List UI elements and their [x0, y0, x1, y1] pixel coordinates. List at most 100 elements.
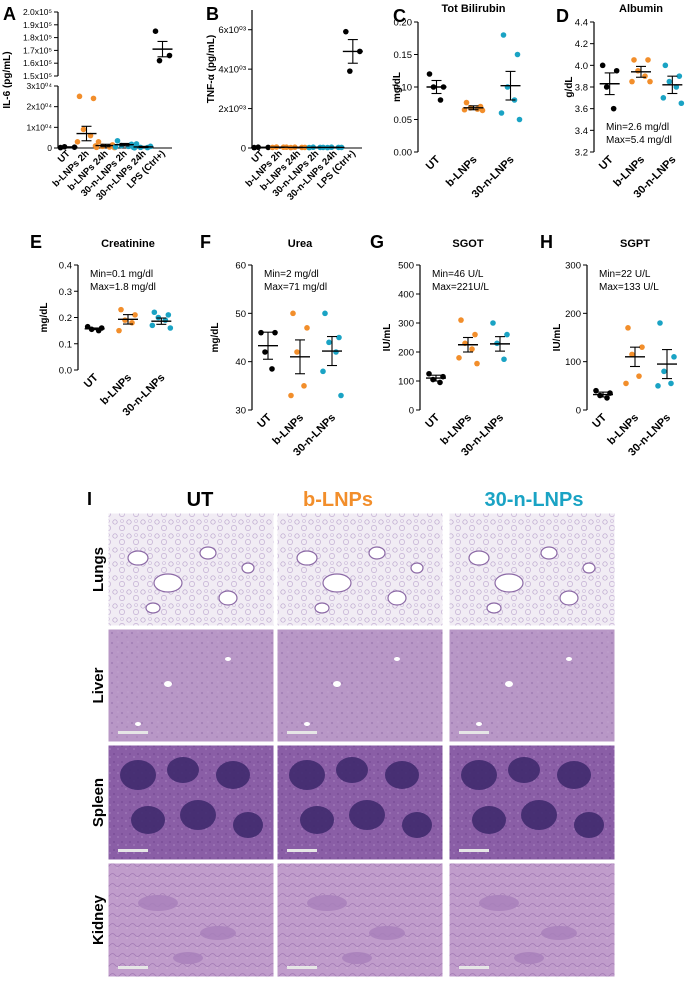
white-pulp-follicle [336, 757, 368, 783]
group-point [129, 319, 135, 326]
vessel-lumen [476, 722, 482, 726]
vessel-lumen [304, 722, 310, 726]
row-label: Kidney [90, 894, 107, 945]
charts-layer: C Tot Bilirubinmg/dL0.000.050.100.150.20U… [2, 3, 685, 459]
group-point [500, 32, 507, 38]
histology-image [448, 628, 616, 743]
group-point [90, 95, 97, 102]
y-tick-label: 300 [565, 261, 581, 272]
tubule-region [369, 926, 405, 940]
y-tick-label: 100 [565, 357, 581, 368]
airway-lumen [218, 590, 238, 606]
y-tick-label: 2.0x10⁵ [23, 7, 52, 17]
range-annotation: Max=221U/L [432, 282, 489, 293]
group-point [304, 325, 310, 331]
scale-bar [118, 849, 148, 852]
group-point [514, 51, 521, 58]
histology-layer: I UT b-LNPs 30-n-LNPs Lungs Liver Spleen Kidney [87, 489, 616, 978]
group-point [631, 57, 637, 63]
group-point [673, 84, 680, 90]
group-point [472, 331, 478, 338]
y-tick-label: 0.15 [394, 50, 413, 61]
group-point [80, 126, 87, 133]
chart-title: Tot Bilirubin [442, 3, 506, 15]
group-point [426, 370, 432, 377]
scale-bar [459, 966, 489, 969]
tubule-region [479, 895, 519, 911]
chart-title: SGOT [452, 238, 483, 250]
y-tick-label: 1.8x10⁵ [23, 33, 52, 43]
y-axis-label: TNF-α (pg/mL) [206, 35, 217, 103]
airway-lumen [486, 602, 502, 614]
group-point [149, 322, 156, 329]
group-point [610, 105, 617, 112]
group-point [294, 349, 300, 355]
group-point [116, 327, 122, 334]
group-point [258, 329, 264, 336]
y-axis-label: mg/dL [392, 72, 403, 102]
group-point [112, 144, 119, 150]
y-tick-label: 1.7x10⁵ [23, 45, 52, 55]
tubule-region [307, 895, 347, 911]
group-point [671, 354, 677, 360]
airway-lumen [468, 550, 490, 566]
y-tick-label: 30 [235, 406, 246, 417]
row-label: Liver [90, 667, 107, 703]
airway-lumen [540, 546, 558, 560]
y-tick-label: 200 [398, 348, 414, 359]
scale-bar [287, 849, 317, 852]
group-point [326, 339, 332, 346]
group-point [426, 71, 433, 77]
panel-letter-d: D [556, 6, 569, 26]
airway-lumen [314, 602, 330, 614]
range-annotation: Max=5.4 mg/dl [606, 135, 672, 146]
tubule-region [200, 926, 236, 940]
range-annotation: Min=22 U/L [599, 269, 651, 280]
group-point [668, 380, 674, 387]
chart-C: C Tot Bilirubin mg/dL 0.00 0.05 0.10 0.15 0.20 U… [392, 3, 523, 201]
y-tick-label: 0.3 [59, 287, 72, 298]
y-tick-label: 3.4 [575, 126, 588, 137]
chart-E: E Creatinine mg/dL 0.0 0.1 0.2 0.3 0.4 Min=0.1 m… [30, 232, 174, 419]
y-tick-label: 1x10⁰⁴ [27, 122, 53, 132]
group-point [333, 349, 339, 355]
group-point [479, 107, 486, 114]
group-point [599, 62, 606, 69]
group-point [114, 137, 121, 144]
panel-letter-g: G [370, 232, 384, 252]
column-header: b-LNPs [303, 489, 373, 511]
group-point [604, 395, 610, 401]
y-axis-label: IL-6 (pg/mL) [2, 51, 13, 108]
x-tick-label: b-LNPs [444, 154, 480, 190]
white-pulp-follicle [574, 812, 604, 838]
group-point [642, 73, 648, 79]
y-tick-label: 3.2 [575, 148, 588, 159]
vessel-lumen [505, 681, 513, 687]
x-tick-label: UT [590, 411, 609, 430]
group-point [456, 355, 462, 361]
y-tick-label: 0.2 [59, 313, 72, 324]
range-annotation: Max=1.8 mg/dl [90, 282, 156, 293]
y-tick-label: 6x10⁰³ [218, 25, 246, 36]
y-tick-label: 60 [235, 261, 246, 272]
airway-lumen [387, 590, 407, 606]
y-tick-label: 0.05 [394, 115, 413, 126]
group-point [662, 62, 669, 69]
tubule-region [173, 952, 203, 964]
airway-lumen [582, 562, 596, 574]
y-tick-label: 0.4 [59, 261, 72, 272]
panel-letter-c: C [393, 6, 406, 26]
group-point [152, 28, 159, 34]
y-tick-label: 2x10⁰⁴ [27, 102, 53, 112]
airway-lumen [410, 562, 424, 574]
group-point [469, 346, 475, 352]
y-axis-label: mg/dL [39, 303, 50, 333]
scale-bar [118, 966, 148, 969]
y-tick-label: 500 [398, 261, 414, 272]
group-point [118, 306, 124, 313]
airway-lumen [322, 573, 352, 593]
white-pulp-follicle [557, 761, 591, 789]
group-point [613, 67, 620, 74]
y-tick-label: 0.20 [394, 18, 413, 29]
